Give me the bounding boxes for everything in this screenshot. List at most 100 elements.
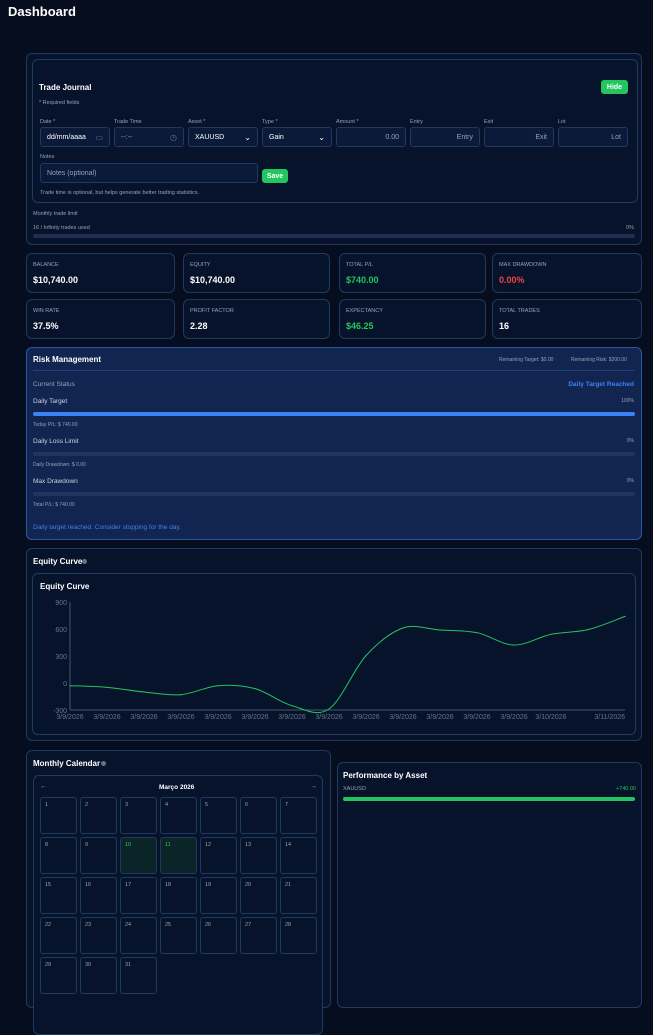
day-number: 10 <box>125 842 132 848</box>
calendar-day[interactable]: 9 <box>80 837 117 874</box>
trade-field-input[interactable]: 0.00 <box>336 127 406 147</box>
trade-field-input[interactable]: Exit <box>484 127 554 147</box>
data-point <box>402 627 404 629</box>
info-icon[interactable] <box>82 559 87 564</box>
risk-item-sub: Daily Drawdown: $ 0.00 <box>33 462 86 468</box>
day-number: 14 <box>285 842 292 848</box>
notes-label: Notes <box>40 154 55 160</box>
calendar-day[interactable]: 8 <box>40 837 77 874</box>
divider <box>33 370 635 371</box>
risk-progress-fill <box>33 412 635 416</box>
stat-label: TOTAL P/L <box>346 262 373 268</box>
calendar-day[interactable]: 28 <box>280 917 317 954</box>
x-tick-label: 3/9/2026 <box>426 714 453 721</box>
y-tick-label: 0 <box>63 681 67 688</box>
performance-card <box>337 762 642 1008</box>
notes-placeholder: Notes (optional) <box>47 169 97 177</box>
next-month-button[interactable]: → <box>310 783 317 790</box>
calendar-month: Março 2026 <box>159 784 195 791</box>
calendar-day[interactable]: 18 <box>160 877 197 914</box>
calendar-day[interactable]: 20 <box>240 877 277 914</box>
data-point <box>328 708 330 710</box>
calendar-day[interactable]: 15 <box>40 877 77 914</box>
data-point <box>254 688 256 690</box>
info-icon[interactable] <box>101 761 106 766</box>
x-tick-label: 3/10/2026 <box>535 714 566 721</box>
calendar-day[interactable]: 21 <box>280 877 317 914</box>
x-tick-label: 3/9/2026 <box>500 714 527 721</box>
trade-field-input[interactable]: Gain ⌄ <box>262 127 332 147</box>
calendar-day[interactable]: 10 <box>120 837 157 874</box>
calendar-title: Monthly Calendar <box>33 759 101 768</box>
equity-section-title: Equity Curve <box>33 557 83 566</box>
field-label: Type * <box>262 119 278 125</box>
calendar-day[interactable]: 27 <box>240 917 277 954</box>
day-number: 29 <box>45 962 52 968</box>
stat-label: EXPECTANCY <box>346 308 383 314</box>
calendar-day[interactable]: 19 <box>200 877 237 914</box>
day-number: 17 <box>125 882 132 888</box>
stat-card: EXPECTANCY $46.25 <box>339 299 486 339</box>
field-value: Exit <box>535 133 547 141</box>
chevron-down-icon: ⌄ <box>318 132 325 142</box>
y-tick-label: 900 <box>55 600 67 607</box>
calendar-icon: ▭ <box>95 132 103 142</box>
calendar-day[interactable]: 23 <box>80 917 117 954</box>
journal-hint: Trade time is optional, but helps genera… <box>40 190 200 196</box>
stat-label: TOTAL TRADES <box>499 308 540 314</box>
stat-label: EQUITY <box>190 262 211 268</box>
notes-input[interactable]: Notes (optional) <box>40 163 258 183</box>
calendar-day[interactable]: 4 <box>160 797 197 834</box>
calendar-day[interactable]: 12 <box>200 837 237 874</box>
x-tick-label: 3/9/2026 <box>204 714 231 721</box>
calendar-day[interactable]: 29 <box>40 957 77 994</box>
risk-title: Risk Management <box>33 355 102 364</box>
calendar-day[interactable]: 22 <box>40 917 77 954</box>
trade-field-input[interactable]: Lot <box>558 127 628 147</box>
calendar-day[interactable]: 1 <box>40 797 77 834</box>
trade-field-input[interactable]: dd/mm/aaaa ▭ <box>40 127 110 147</box>
calendar-day[interactable]: 7 <box>280 797 317 834</box>
trade-field-input[interactable]: Entry <box>410 127 480 147</box>
calendar-day[interactable]: 14 <box>280 837 317 874</box>
calendar-day[interactable]: 17 <box>120 877 157 914</box>
calendar-day[interactable]: 31 <box>120 957 157 994</box>
field-value: Gain <box>269 133 284 141</box>
stat-value: 16 <box>499 321 510 331</box>
save-button[interactable]: Save <box>262 169 288 183</box>
data-point <box>587 629 589 631</box>
calendar-day[interactable]: 13 <box>240 837 277 874</box>
calendar-day[interactable]: 3 <box>120 797 157 834</box>
x-tick-label: 3/9/2026 <box>56 714 83 721</box>
calendar-day[interactable]: 25 <box>160 917 197 954</box>
calendar-day[interactable]: 26 <box>200 917 237 954</box>
day-number: 16 <box>85 882 92 888</box>
chevron-down-icon: ⌄ <box>244 132 251 142</box>
field-label: Asset * <box>188 119 206 125</box>
hide-button[interactable]: Hide <box>601 80 628 94</box>
calendar-day[interactable]: 24 <box>120 917 157 954</box>
day-number: 3 <box>125 802 129 808</box>
equity-line <box>69 615 626 714</box>
risk-item-percent: 0% <box>626 478 634 484</box>
calendar-day[interactable]: 11 <box>160 837 197 874</box>
trade-limit-bar <box>33 234 635 238</box>
field-label: Entry <box>410 119 423 125</box>
calendar-day[interactable]: 2 <box>80 797 117 834</box>
trade-field-input[interactable]: --:-- ◷ <box>114 127 184 147</box>
calendar-day[interactable]: 5 <box>200 797 237 834</box>
calendar-day[interactable]: 30 <box>80 957 117 994</box>
calendar-day[interactable]: 6 <box>240 797 277 834</box>
trade-field-input[interactable]: XAUUSD ⌄ <box>188 127 258 147</box>
day-number: 30 <box>85 962 92 968</box>
calendar-day[interactable]: 16 <box>80 877 117 914</box>
day-number: 9 <box>85 842 89 848</box>
field-value: XAUUSD <box>195 133 225 141</box>
prev-month-button[interactable]: ← <box>40 783 47 790</box>
current-status-label: Current Status <box>33 381 75 388</box>
y-tick-label: 600 <box>55 627 67 634</box>
field-label: Trade Time <box>114 119 142 125</box>
risk-item-sub: Total P/L: $ 740.00 <box>33 502 75 508</box>
stat-value: 0.00% <box>499 275 525 285</box>
risk-progress-bar <box>33 412 635 416</box>
